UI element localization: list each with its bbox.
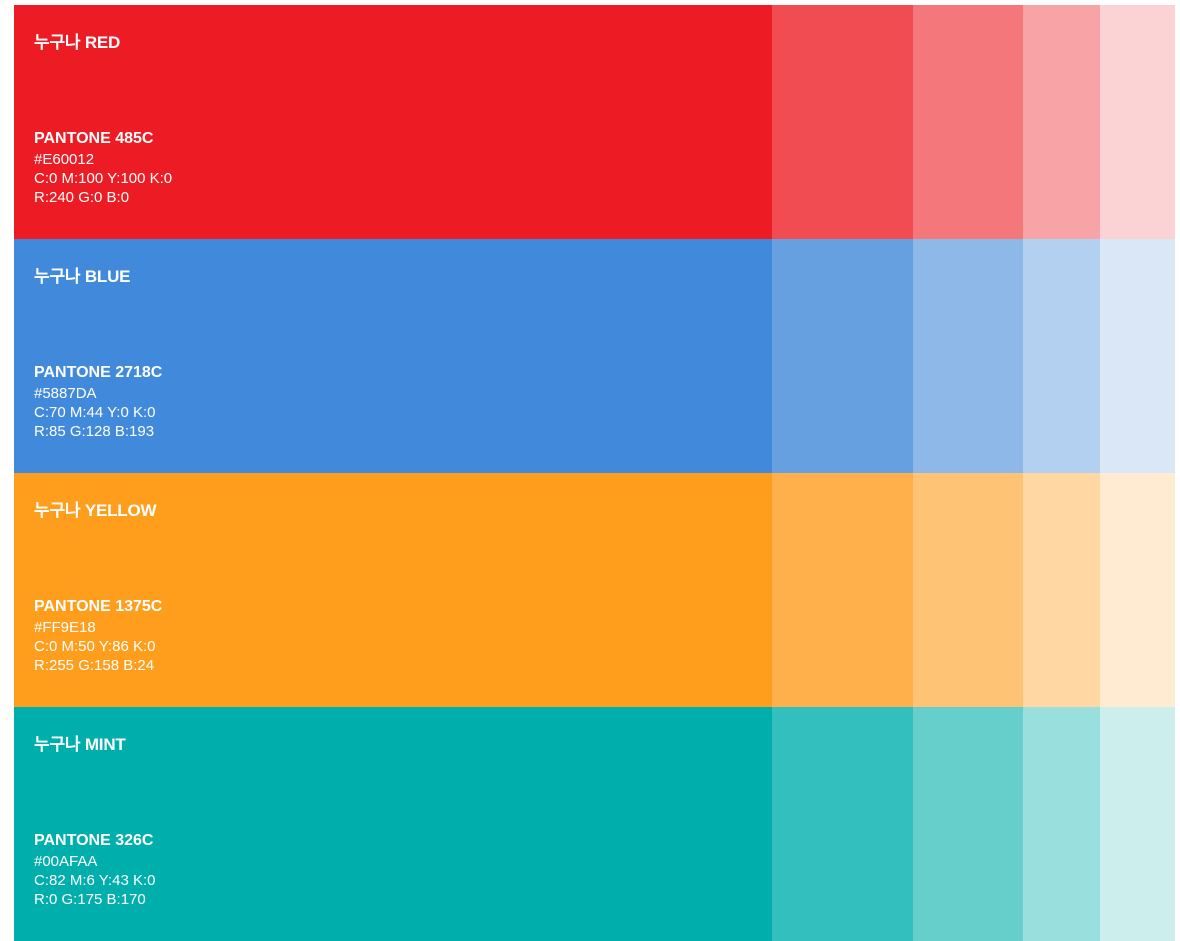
cmyk-values: C:0 M:50 Y:86 K:0 bbox=[34, 638, 156, 655]
tint-swatch-60 bbox=[913, 239, 1023, 473]
swatch-row-blue: 누구나 BLUE PANTONE 2718C #5887DA C:70 M:44… bbox=[14, 239, 1175, 473]
color-name: 누구나 RED bbox=[34, 33, 121, 52]
swatch-main: 누구나 YELLOW PANTONE 1375C #FF9E18 C:0 M:5… bbox=[14, 473, 772, 707]
tint-swatch-20 bbox=[1100, 5, 1175, 239]
rgb-values: R:255 G:158 B:24 bbox=[34, 657, 155, 674]
cmyk-values: C:0 M:100 Y:100 K:0 bbox=[34, 170, 173, 187]
tint-swatch-60 bbox=[913, 5, 1023, 239]
rgb-values: R:85 G:128 B:193 bbox=[34, 423, 155, 440]
tint-swatch-40 bbox=[1023, 707, 1100, 941]
pantone-code: PANTONE 485C bbox=[34, 130, 154, 147]
tint-swatch-20 bbox=[1100, 473, 1175, 707]
tint-swatch-40 bbox=[1023, 5, 1100, 239]
tint-swatch-60 bbox=[913, 707, 1023, 941]
color-name: 누구나 MINT bbox=[34, 735, 126, 754]
swatch-row-yellow: 누구나 YELLOW PANTONE 1375C #FF9E18 C:0 M:5… bbox=[14, 473, 1175, 707]
swatch-row-mint: 누구나 MINT PANTONE 326C #00AFAA C:82 M:6 Y… bbox=[14, 707, 1175, 941]
tint-swatch-80 bbox=[772, 5, 913, 239]
cmyk-values: C:82 M:6 Y:43 K:0 bbox=[34, 872, 156, 889]
cmyk-values: C:70 M:44 Y:0 K:0 bbox=[34, 404, 156, 421]
pantone-code: PANTONE 1375C bbox=[34, 598, 163, 615]
rgb-values: R:0 G:175 B:170 bbox=[34, 891, 146, 908]
hex-code: #FF9E18 bbox=[34, 619, 96, 636]
color-specs: PANTONE 326C #00AFAA C:82 M:6 Y:43 K:0 R… bbox=[34, 830, 155, 909]
color-name: 누구나 BLUE bbox=[34, 267, 131, 286]
swatch-row-red: 누구나 RED PANTONE 485C #E60012 C:0 M:100 Y… bbox=[14, 5, 1175, 239]
tint-swatch-20 bbox=[1100, 239, 1175, 473]
tint-swatch-40 bbox=[1023, 239, 1100, 473]
color-specs: PANTONE 485C #E60012 C:0 M:100 Y:100 K:0… bbox=[34, 128, 172, 207]
rgb-values: R:240 G:0 B:0 bbox=[34, 189, 130, 206]
tint-swatch-80 bbox=[772, 473, 913, 707]
hex-code: #E60012 bbox=[34, 151, 95, 168]
tint-swatch-20 bbox=[1100, 707, 1175, 941]
tint-swatch-60 bbox=[913, 473, 1023, 707]
hex-code: #5887DA bbox=[34, 385, 97, 402]
pantone-code: PANTONE 2718C bbox=[34, 364, 163, 381]
color-name: 누구나 YELLOW bbox=[34, 501, 157, 520]
tint-swatch-80 bbox=[772, 707, 913, 941]
tint-swatch-40 bbox=[1023, 473, 1100, 707]
color-specs: PANTONE 2718C #5887DA C:70 M:44 Y:0 K:0 … bbox=[34, 362, 162, 441]
swatch-main: 누구나 BLUE PANTONE 2718C #5887DA C:70 M:44… bbox=[14, 239, 772, 473]
color-specs: PANTONE 1375C #FF9E18 C:0 M:50 Y:86 K:0 … bbox=[34, 596, 162, 675]
pantone-code: PANTONE 326C bbox=[34, 832, 154, 849]
color-palette: 누구나 RED PANTONE 485C #E60012 C:0 M:100 Y… bbox=[14, 5, 1175, 941]
hex-code: #00AFAA bbox=[34, 853, 98, 870]
tint-swatch-80 bbox=[772, 239, 913, 473]
swatch-main: 누구나 RED PANTONE 485C #E60012 C:0 M:100 Y… bbox=[14, 5, 772, 239]
swatch-main: 누구나 MINT PANTONE 326C #00AFAA C:82 M:6 Y… bbox=[14, 707, 772, 941]
